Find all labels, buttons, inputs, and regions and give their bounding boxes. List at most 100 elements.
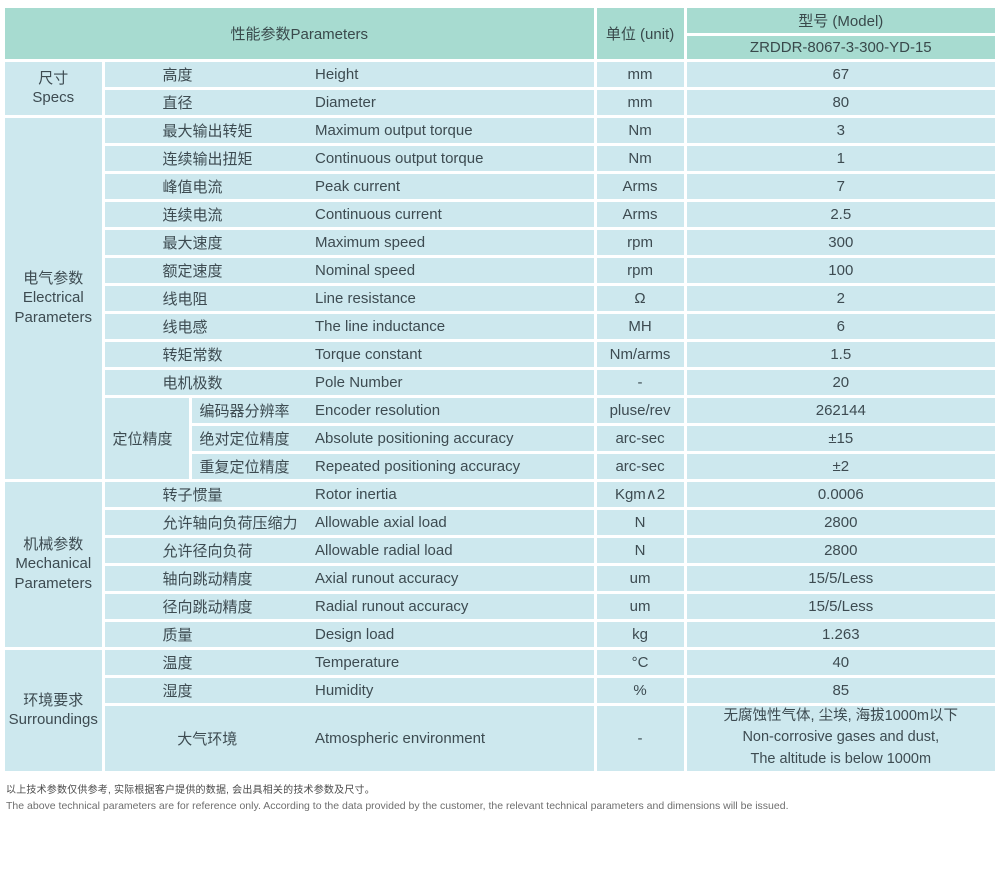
value-cell: 无腐蚀性气体, 尘埃, 海拔1000m以下 Non-corrosive gase…	[685, 704, 996, 774]
header-row-1: 性能参数Parameters 单位 (unit) 型号 (Model)	[5, 8, 996, 62]
unit-cell: Nm/arms	[593, 340, 687, 370]
section-name-zh: 尺寸	[38, 69, 69, 87]
table-row: 最大速度 Maximum speed rpm 300	[5, 228, 996, 258]
value-cell: 6	[685, 312, 996, 342]
value-cell: 262144	[685, 396, 996, 426]
zh-label-cell: 转矩常数	[103, 340, 310, 370]
table-row: 连续电流 Continuous current Arms 2.5	[5, 200, 996, 230]
zh-label-cell: 高度	[103, 60, 310, 90]
unit-cell: °C	[593, 648, 687, 678]
value-cell: 3	[685, 116, 996, 146]
value-cell: 2800	[685, 508, 996, 538]
en-label-cell: Radial runout accuracy	[310, 592, 596, 622]
en-label-cell: Design load	[310, 620, 596, 650]
en-label-cell: Allowable axial load	[310, 508, 596, 538]
header-model-value: ZRDDR-8067-3-300-YD-15	[685, 34, 996, 62]
zh-label-cell: 线电阻	[103, 284, 310, 314]
subsection-positioning-accuracy: 定位精度	[103, 396, 192, 482]
value-cell: 2.5	[685, 200, 996, 230]
en-label-cell: Line resistance	[310, 284, 596, 314]
en-label-cell: Rotor inertia	[310, 480, 596, 510]
en-label-cell: Diameter	[310, 88, 596, 118]
table-row: 环境要求 Surroundings 温度 Temperature °C 40	[5, 648, 996, 774]
en-label-cell: Axial runout accuracy	[310, 564, 596, 594]
value-cell: 7	[685, 172, 996, 202]
table-header: 性能参数Parameters 单位 (unit) 型号 (Model) ZRDD…	[5, 8, 996, 62]
table-row: 尺寸 Specs 高度 Height mm 67	[5, 60, 996, 118]
zh-label-cell: 允许径向负荷	[103, 536, 310, 566]
section-surroundings: 环境要求 Surroundings	[5, 648, 105, 774]
en-label-cell: Height	[310, 60, 596, 90]
table-row: 允许轴向负荷压缩力 Allowable axial load N 2800	[5, 508, 996, 538]
value-cell: 15/5/Less	[685, 564, 996, 594]
table-row: 峰值电流 Peak current Arms 7	[5, 172, 996, 202]
footer-note-en: The above technical parameters are for r…	[6, 799, 789, 812]
table-row: 径向跳动精度 Radial runout accuracy um 15/5/Le…	[5, 592, 996, 622]
footer-notes: 以上技术参数仅供参考, 实际根据客户提供的数据, 会出具相关的技术参数及尺寸。 …	[5, 774, 995, 812]
section-name-en: Specs	[32, 89, 75, 106]
table-row: 电机极数 Pole Number - 20	[5, 368, 996, 398]
en-label-cell: Repeated positioning accuracy	[310, 452, 596, 482]
value-cell: ±2	[685, 452, 996, 482]
zh-label-cell: 大气环境	[103, 704, 310, 774]
value-cell: 2	[685, 284, 996, 314]
section-name-en: Mechanical Parameters	[14, 555, 93, 592]
table-row: 直径 Diameter mm 80	[5, 88, 996, 118]
zh-label-cell: 峰值电流	[103, 172, 310, 202]
unit-cell: um	[593, 592, 687, 622]
value-cell: 2800	[685, 536, 996, 566]
table-row: 线电感 The line inductance MH 6	[5, 312, 996, 342]
unit-cell: mm	[593, 88, 687, 118]
section-name-en: Electrical Parameters	[14, 289, 93, 326]
zh-label-cell: 最大输出转矩	[103, 116, 310, 146]
en-label-cell: Torque constant	[310, 340, 596, 370]
unit-cell: um	[593, 564, 687, 594]
table-row: 重复定位精度 Repeated positioning accuracy arc…	[5, 452, 996, 482]
en-label-cell: Absolute positioning accuracy	[310, 424, 596, 454]
value-cell: 40	[685, 648, 996, 678]
section-electrical: 电气参数 Electrical Parameters	[5, 116, 105, 482]
table-row: 允许径向负荷 Allowable radial load N 2800	[5, 536, 996, 566]
unit-cell: kg	[593, 620, 687, 650]
zh-label-cell: 质量	[103, 620, 310, 650]
zh-label-cell: 轴向跳动精度	[103, 564, 310, 594]
header-unit-label: 单位 (unit)	[593, 8, 687, 62]
unit-cell: Kgm∧2	[593, 480, 687, 510]
section-name-zh: 环境要求	[23, 691, 84, 709]
table-row: 大气环境 Atmospheric environment - 无腐蚀性气体, 尘…	[5, 704, 996, 774]
unit-cell: -	[593, 704, 687, 774]
en-label-cell: Continuous current	[310, 200, 596, 230]
section-name-zh: 机械参数	[23, 535, 84, 553]
en-label-cell: The line inductance	[310, 312, 596, 342]
unit-cell: mm	[593, 60, 687, 90]
value-cell: 1.263	[685, 620, 996, 650]
zh-label-cell: 编码器分辨率	[190, 396, 310, 426]
table-row: 线电阻 Line resistance Ω 2	[5, 284, 996, 314]
value-cell: 300	[685, 228, 996, 258]
zh-label-cell: 绝对定位精度	[190, 424, 310, 454]
section-specs: 尺寸 Specs	[5, 60, 105, 118]
table-body: 尺寸 Specs 高度 Height mm 67 直径 Diameter mm …	[5, 60, 996, 774]
zh-label-cell: 温度	[103, 648, 310, 678]
zh-label-cell: 允许轴向负荷压缩力	[103, 508, 310, 538]
value-cell: 0.0006	[685, 480, 996, 510]
unit-cell: arc-sec	[593, 424, 687, 454]
en-label-cell: Humidity	[310, 676, 596, 706]
table-row: 转矩常数 Torque constant Nm/arms 1.5	[5, 340, 996, 370]
en-label-cell: Maximum output torque	[310, 116, 596, 146]
zh-label-cell: 连续电流	[103, 200, 310, 230]
en-label-cell: Peak current	[310, 172, 596, 202]
zh-label-cell: 重复定位精度	[190, 452, 310, 482]
en-label-cell: Nominal speed	[310, 256, 596, 286]
en-label-cell: Maximum speed	[310, 228, 596, 258]
unit-cell: rpm	[593, 228, 687, 258]
spec-table: 性能参数Parameters 单位 (unit) 型号 (Model) ZRDD…	[5, 8, 996, 774]
unit-cell: Ω	[593, 284, 687, 314]
en-label-cell: Temperature	[310, 648, 596, 678]
zh-label-cell: 转子惯量	[103, 480, 310, 510]
en-label-cell: Encoder resolution	[310, 396, 596, 426]
section-name-zh: 电气参数	[23, 269, 84, 287]
value-cell: 1	[685, 144, 996, 174]
zh-label-cell: 湿度	[103, 676, 310, 706]
en-label-cell: Pole Number	[310, 368, 596, 398]
